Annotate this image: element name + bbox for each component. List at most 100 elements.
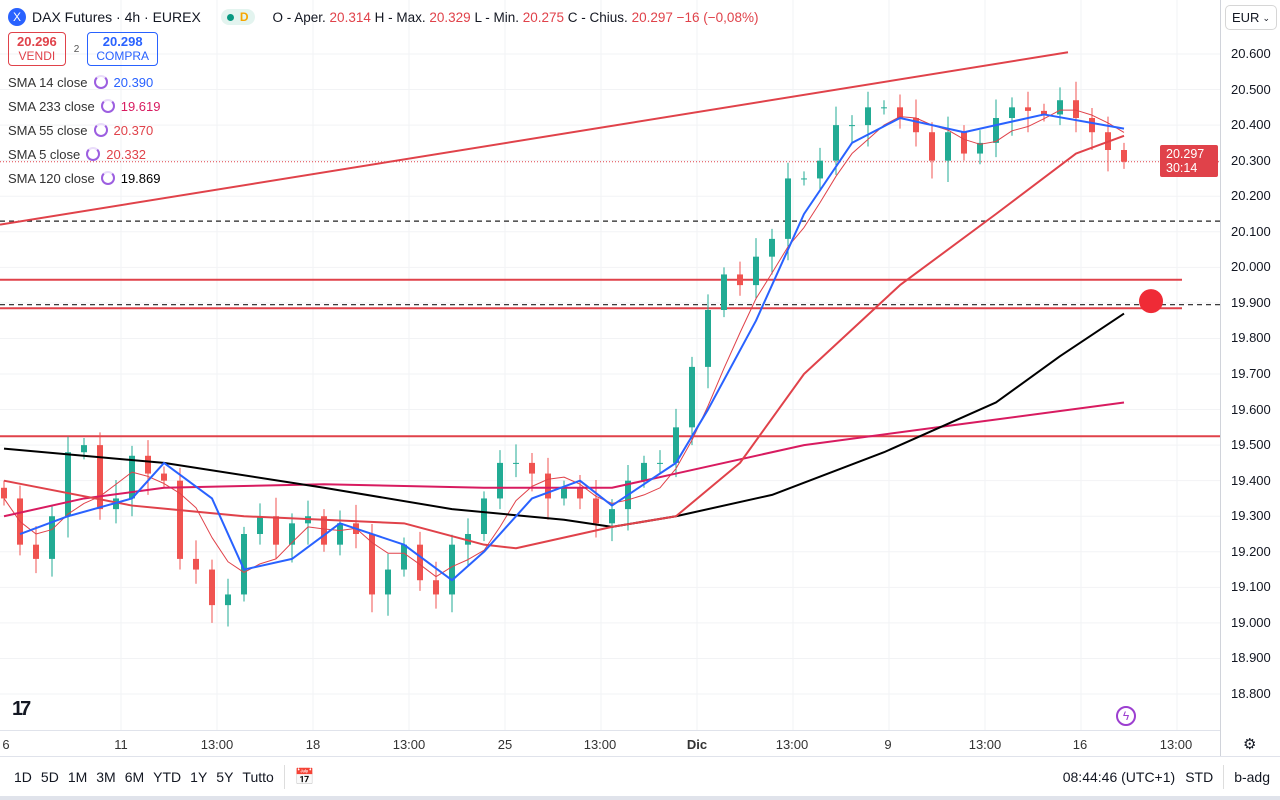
y-tick-label: 20.600 bbox=[1231, 46, 1271, 61]
candle bbox=[913, 118, 919, 133]
x-tick-label: 13:00 bbox=[968, 737, 1002, 752]
chart-legend: X DAX Futures · 4h · EUREX D O - Aper. 2… bbox=[8, 6, 758, 190]
settings-icon[interactable]: ⚙ bbox=[1243, 736, 1257, 753]
x-tick-label: 13:00 bbox=[200, 737, 234, 752]
candle bbox=[465, 534, 471, 545]
indicator-row[interactable]: SMA 14 close 20.390 bbox=[8, 70, 758, 94]
range-button-tutto[interactable]: Tutto bbox=[242, 768, 274, 785]
bar-countdown: 30:14 bbox=[1166, 161, 1198, 175]
x-tick-label: 13:00 bbox=[775, 737, 809, 752]
candle bbox=[1073, 100, 1079, 119]
candle bbox=[369, 534, 375, 595]
buy-button[interactable]: 20.298 COMPRA bbox=[87, 32, 158, 66]
market-status-badge[interactable]: D bbox=[220, 9, 255, 25]
indicator-row[interactable]: SMA 5 close 20.332 bbox=[8, 142, 758, 166]
candle bbox=[577, 487, 583, 499]
goto-date-icon[interactable]: 📅 bbox=[294, 768, 315, 786]
candle bbox=[769, 238, 775, 257]
indicator-value: 20.332 bbox=[106, 146, 147, 162]
x-tick-label: 13:00 bbox=[583, 737, 617, 752]
candle bbox=[1057, 100, 1063, 115]
loading-icon bbox=[86, 147, 101, 161]
candle bbox=[561, 487, 567, 499]
chevron-down-icon: ⌄ bbox=[1262, 13, 1270, 23]
indicator-row[interactable]: SMA 233 close 19.619 bbox=[8, 94, 758, 118]
candle bbox=[833, 125, 839, 161]
range-button-5y[interactable]: 5Y bbox=[216, 768, 234, 785]
range-button-5d[interactable]: 5D bbox=[40, 768, 59, 785]
candle bbox=[881, 107, 887, 109]
range-button-3m[interactable]: 3M bbox=[96, 768, 116, 785]
candle bbox=[273, 516, 279, 545]
symbol-logo: X bbox=[8, 8, 26, 26]
candle bbox=[497, 462, 503, 499]
y-tick-label: 20.500 bbox=[1231, 81, 1271, 97]
indicator-label: SMA 5 close bbox=[8, 146, 81, 162]
divider bbox=[283, 764, 285, 789]
tradingview-logo[interactable]: 17 bbox=[12, 698, 31, 720]
indicator-label: SMA 120 close bbox=[8, 170, 95, 186]
range-button-ytd[interactable]: YTD bbox=[153, 768, 182, 785]
trend-line bbox=[0, 51, 1069, 226]
candle bbox=[481, 498, 487, 535]
symbol-title[interactable]: DAX Futures · 4h · EUREX bbox=[32, 9, 201, 25]
range-button-6m[interactable]: 6M bbox=[124, 768, 145, 785]
high-label: H - Max. bbox=[374, 9, 426, 25]
indicator-row[interactable]: SMA 120 close 19.869 bbox=[8, 166, 758, 190]
sell-button[interactable]: 20.296 VENDI bbox=[8, 32, 66, 66]
candle bbox=[337, 523, 343, 545]
y-tick-label: 19.700 bbox=[1231, 366, 1271, 381]
candle bbox=[1, 487, 7, 499]
candle bbox=[385, 569, 391, 595]
candle bbox=[289, 523, 295, 545]
candle bbox=[209, 569, 215, 606]
price-axis[interactable]: EUR ⌄ 20.600 20.500 20.400 20.300 20.200 20.1… bbox=[1220, 0, 1280, 756]
range-button-1y[interactable]: 1Y bbox=[190, 768, 208, 785]
y-tick-label: 19.800 bbox=[1231, 330, 1271, 346]
y-tick-label: 19.600 bbox=[1231, 401, 1271, 417]
candle bbox=[929, 132, 935, 161]
loading-icon bbox=[93, 75, 108, 89]
candle bbox=[993, 118, 999, 143]
loading-icon bbox=[93, 123, 108, 137]
x-tick-label: 11 bbox=[114, 737, 128, 752]
adjust-button[interactable]: b-adg bbox=[1234, 768, 1270, 785]
currency-select[interactable]: EUR ⌄ bbox=[1225, 5, 1277, 30]
candle bbox=[417, 544, 423, 581]
indicator-label: SMA 233 close bbox=[8, 98, 95, 114]
y-tick-label: 18.800 bbox=[1231, 686, 1271, 701]
x-tick-label: 9 bbox=[884, 737, 892, 752]
candle bbox=[65, 452, 71, 517]
indicator-value: 20.370 bbox=[113, 122, 154, 138]
session-button[interactable]: STD bbox=[1185, 768, 1214, 785]
range-button-1m[interactable]: 1M bbox=[67, 768, 88, 785]
candle bbox=[737, 274, 743, 286]
loading-icon bbox=[100, 99, 115, 113]
candle bbox=[593, 498, 599, 524]
bottom-border bbox=[0, 796, 1280, 800]
divider bbox=[1223, 764, 1225, 789]
candle bbox=[177, 480, 183, 559]
clock[interactable]: 08:44:46 (UTC+1) bbox=[1062, 768, 1176, 785]
candle bbox=[129, 455, 135, 499]
price-chart[interactable] bbox=[0, 0, 1220, 730]
candle bbox=[641, 462, 647, 481]
y-tick-label: 19.000 bbox=[1231, 614, 1271, 630]
range-button-1d[interactable]: 1D bbox=[14, 768, 32, 785]
candle bbox=[257, 516, 263, 535]
high-value: 20.329 bbox=[429, 9, 471, 25]
indicator-row[interactable]: SMA 55 close 20.370 bbox=[8, 118, 758, 142]
low-label: L - Min. bbox=[474, 9, 519, 25]
candle bbox=[609, 509, 615, 524]
ohlc-values: O - Aper. 20.314 H - Max. 20.329 L - Min… bbox=[273, 10, 759, 25]
bottom-toolbar: 1D 5D 1M 3M 6M YTD 1Y 5Y Tutto 📅 08:44:46 (UTC+1… bbox=[0, 756, 1280, 796]
y-tick-label: 20.200 bbox=[1231, 188, 1271, 204]
last-price-tag: 20.297 30:14 bbox=[1160, 145, 1218, 177]
candle bbox=[865, 107, 871, 126]
lightning-alert-icon[interactable]: ϟ bbox=[1116, 706, 1136, 726]
indicator-label: SMA 55 close bbox=[8, 122, 88, 138]
candle bbox=[657, 462, 663, 464]
time-axis[interactable]: 6 11 13:00 18 13:00 25 13:00 Dic 13:00 9 13:00 16 13… bbox=[0, 730, 1220, 756]
loading-icon bbox=[100, 171, 115, 185]
candle bbox=[673, 427, 679, 463]
